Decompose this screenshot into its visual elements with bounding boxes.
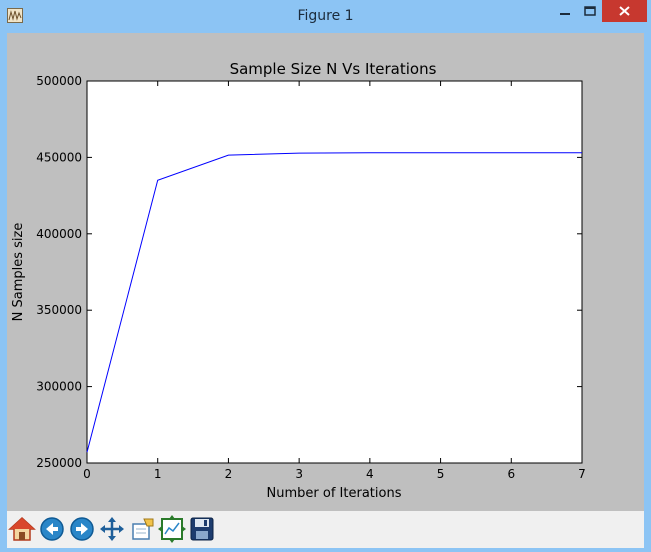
y-tick-label: 350000 [36, 303, 82, 317]
zoom-icon [132, 518, 154, 540]
y-tick-label: 500000 [36, 74, 82, 88]
forward-icon [70, 517, 94, 541]
close-icon [619, 6, 630, 16]
series-line [86, 152, 582, 453]
y-tick-label: 400000 [36, 227, 82, 241]
pan-button[interactable] [98, 515, 126, 543]
home-button[interactable] [8, 515, 36, 543]
x-tick-label: 1 [154, 467, 162, 481]
maximize-button[interactable] [578, 0, 602, 22]
navigation-toolbar [7, 511, 644, 548]
line-chart: Sample Size N Vs Iterations 0 1 2 3 4 5 6 7 2500… [11, 60, 586, 501]
figure-canvas: Sample Size N Vs Iterations 0 1 2 3 4 5 6 7 2500… [7, 33, 644, 511]
pan-icon [100, 517, 124, 541]
y-tick-label: 450000 [36, 150, 82, 164]
x-tick-label: 0 [83, 467, 91, 481]
back-icon [40, 517, 64, 541]
x-tick-label: 6 [507, 467, 515, 481]
zoom-button[interactable] [128, 515, 156, 543]
x-tick-label: 4 [366, 467, 374, 481]
minimize-icon [560, 13, 570, 15]
home-icon [8, 516, 36, 541]
x-tick-label: 3 [295, 467, 303, 481]
subplots-icon [158, 515, 186, 543]
maximize-icon [584, 6, 596, 16]
y-axis-label: N Samples size [11, 223, 26, 322]
back-button[interactable] [38, 515, 66, 543]
matplotlib-figure-icon [7, 8, 23, 23]
save-button[interactable] [188, 515, 216, 543]
y-tick-label: 250000 [36, 456, 82, 470]
x-tick-label: 7 [578, 467, 586, 481]
x-axis-label: Number of Iterations [267, 486, 402, 501]
chart-title: Sample Size N Vs Iterations [230, 60, 437, 78]
window-title: Figure 1 [297, 8, 354, 24]
window-frame-bottom [0, 548, 651, 552]
subplots-button[interactable] [158, 515, 186, 543]
y-tick-label: 300000 [36, 380, 82, 394]
x-tick-label: 5 [437, 467, 445, 481]
minimize-button[interactable] [552, 0, 578, 22]
forward-button[interactable] [68, 515, 96, 543]
window-titlebar: Figure 1 [0, 0, 651, 33]
x-tick-label: 2 [225, 467, 233, 481]
close-button[interactable] [602, 0, 647, 22]
save-icon [190, 517, 214, 541]
plot-area [86, 80, 583, 464]
